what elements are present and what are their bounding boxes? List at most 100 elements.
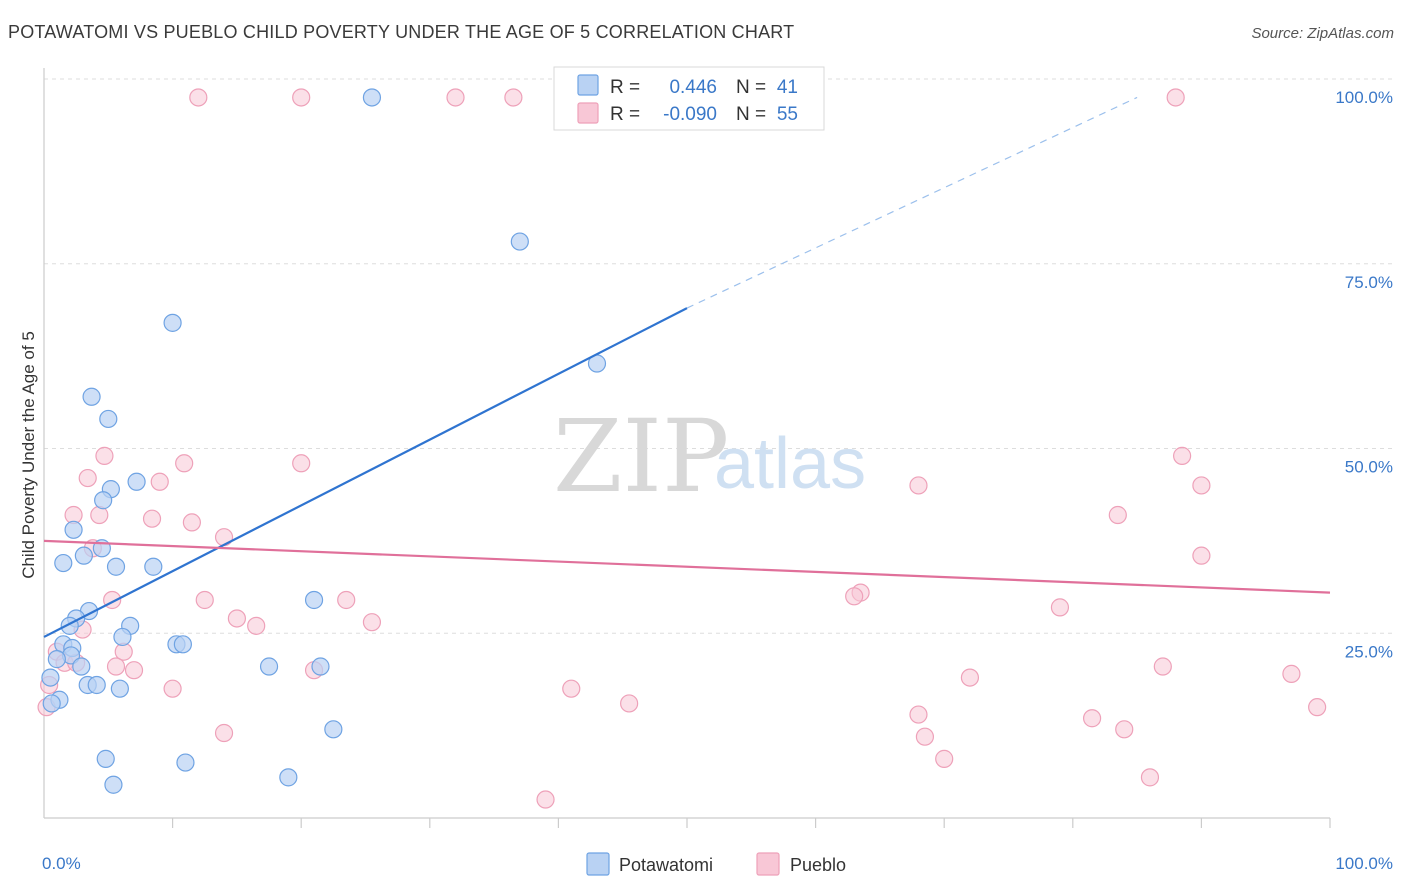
- pueblo-point-17: [182, 513, 201, 532]
- potawatomi-point-39: [279, 768, 298, 787]
- potawatomi-point-32: [87, 675, 106, 695]
- y-axis-title: Child Poverty Under the Age of 5: [19, 331, 38, 579]
- stats-swatch-potawatomi: [577, 74, 599, 96]
- potawatomi-point-28: [259, 657, 279, 676]
- x-tick-label-max: 100.0%: [1335, 854, 1393, 873]
- potawatomi-point-38: [176, 753, 195, 772]
- pueblo-point-25: [337, 590, 356, 610]
- potawatomi-point-12: [54, 553, 73, 573]
- stats-n-label-potawatomi: N =: [736, 77, 766, 98]
- stats-swatch-pueblo: [577, 102, 599, 124]
- stats-n-value-potawatomi: 41: [777, 77, 798, 98]
- pueblo-point-5: [95, 446, 114, 465]
- pueblo-point-27: [227, 609, 246, 628]
- pueblo-point-45: [620, 694, 639, 713]
- pueblo-point-11: [909, 476, 928, 495]
- potawatomi-point-36: [324, 720, 343, 739]
- trendlines: [43, 96, 1331, 638]
- pueblo-point-50: [214, 723, 234, 743]
- pueblo-point-15: [1108, 505, 1127, 525]
- pueblo-point-1: [292, 88, 311, 107]
- y-tick-label-100: 100.0%: [1335, 88, 1393, 107]
- pueblo-point-48: [1082, 709, 1102, 728]
- potawatomi-point-24: [173, 635, 192, 654]
- pueblo-point-0: [189, 88, 208, 107]
- x-tick-label-min: 0.0%: [42, 854, 81, 873]
- pueblo-point-47: [909, 705, 928, 724]
- pueblo-point-20: [1192, 546, 1211, 565]
- legend-label-pueblo[interactable]: Pueblo: [790, 855, 846, 875]
- legend-swatch-potawatomi[interactable]: [586, 852, 610, 876]
- chart-title: POTAWATOMI VS PUEBLO CHILD POVERTY UNDER…: [8, 22, 795, 42]
- pueblo-point-12: [1192, 476, 1211, 495]
- potawatomi-point-8: [94, 491, 113, 510]
- pueblo-point-8: [292, 454, 311, 473]
- potawatomi-point-4: [82, 387, 101, 406]
- pueblo-point-22: [845, 587, 864, 606]
- pueblo-point-9: [78, 468, 97, 488]
- pueblo-points: [37, 88, 1327, 809]
- legend: Potawatomi Pueblo: [586, 852, 846, 876]
- potawatomi-point-33: [110, 679, 129, 698]
- pueblo-point-2: [446, 88, 465, 107]
- potawatomi-point-26: [47, 650, 66, 669]
- pueblo-point-24: [195, 590, 214, 610]
- pueblo-point-6: [1173, 446, 1192, 465]
- pueblo-point-54: [536, 790, 555, 809]
- potawatomi-point-5: [99, 409, 118, 429]
- potawatomi-points: [41, 88, 607, 794]
- stats-n-label-pueblo: N =: [736, 104, 766, 125]
- pueblo-point-46: [1308, 698, 1327, 717]
- legend-label-potawatomi[interactable]: Potawatomi: [619, 855, 713, 875]
- pueblo-point-3: [504, 88, 523, 107]
- pueblo-point-51: [915, 727, 935, 746]
- pueblo-trendline: [43, 539, 1331, 594]
- pueblo-point-28: [362, 613, 382, 632]
- stats-box-frame: [553, 66, 825, 131]
- pueblo-point-39: [1282, 664, 1301, 683]
- stats-r-label-pueblo: R =: [610, 104, 640, 125]
- potawatomi-point-6: [127, 472, 146, 491]
- potawatomi-point-11: [74, 546, 93, 565]
- potawatomi-point-35: [42, 694, 61, 713]
- potawatomi-point-37: [96, 749, 115, 768]
- watermark: ZIP atlas: [553, 398, 866, 515]
- pueblo-point-38: [1153, 657, 1172, 676]
- stats-r-value-pueblo: -0.090: [663, 104, 717, 125]
- pueblo-point-26: [1050, 598, 1070, 617]
- pueblo-point-53: [1140, 768, 1160, 787]
- x-ticks: [172, 818, 1331, 828]
- pueblo-point-49: [1115, 720, 1134, 739]
- potawatomi-trendline-extension: [686, 96, 1138, 309]
- pueblo-point-52: [935, 749, 954, 768]
- legend-swatch-pueblo[interactable]: [756, 852, 780, 876]
- potawatomi-point-20: [113, 627, 132, 647]
- y-tick-label-75: 75.0%: [1345, 273, 1393, 292]
- potawatomi-point-29: [311, 657, 330, 676]
- pueblo-point-18: [214, 528, 234, 547]
- potawatomi-point-1: [510, 232, 529, 251]
- pueblo-point-29: [247, 616, 266, 635]
- pueblo-point-36: [124, 661, 144, 680]
- potawatomi-point-40: [104, 775, 123, 794]
- pueblo-point-42: [163, 679, 182, 698]
- pueblo-point-7: [175, 454, 194, 473]
- stats-n-value-pueblo: 55: [777, 104, 798, 125]
- pueblo-point-10: [150, 472, 169, 491]
- stats-box: R = 0.446 N = 41 R = -0.090 N = 55: [553, 66, 825, 131]
- y-tick-label-50: 50.0%: [1345, 458, 1393, 477]
- pueblo-point-16: [142, 509, 162, 528]
- potawatomi-point-13: [106, 557, 126, 576]
- potawatomi-point-30: [41, 668, 60, 687]
- potawatomi-trendline: [43, 307, 688, 638]
- pueblo-point-4: [1166, 88, 1185, 107]
- potawatomi-point-27: [72, 657, 91, 676]
- pueblo-point-43: [562, 679, 581, 698]
- pueblo-point-35: [106, 657, 126, 676]
- potawatomi-point-15: [304, 590, 324, 610]
- source-label: Source: ZipAtlas.com: [1251, 25, 1394, 42]
- watermark-atlas: atlas: [714, 424, 866, 504]
- pueblo-point-40: [960, 668, 980, 687]
- watermark-zip: ZIP: [553, 398, 729, 515]
